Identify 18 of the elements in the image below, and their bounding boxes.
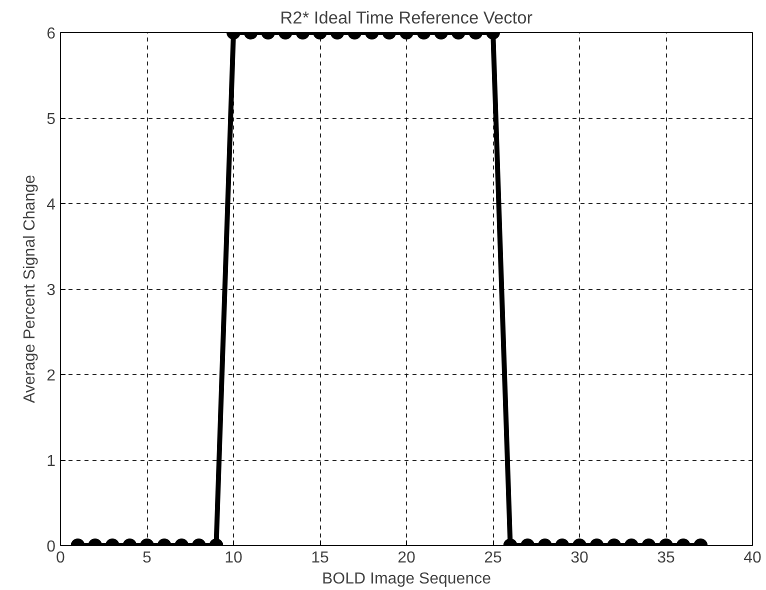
y-axis-title: Average Percent Signal Change xyxy=(22,174,39,404)
x-axis-title: BOLD Image Sequence xyxy=(322,570,492,588)
y-tick-label: 2 xyxy=(46,368,56,384)
x-tick-label: 35 xyxy=(657,550,675,566)
x-tick-label: 5 xyxy=(142,550,152,566)
x-tick-label: 20 xyxy=(398,550,416,566)
y-tick-label: 4 xyxy=(46,196,56,214)
y-tick-label: 6 xyxy=(46,26,56,42)
y-tick-label: 0 xyxy=(46,538,56,556)
y-tick-label: 3 xyxy=(46,282,56,299)
x-tick-label: 15 xyxy=(311,550,329,566)
chart-title: R2* Ideal Time Reference Vector xyxy=(280,8,533,28)
x-tick-label: 30 xyxy=(570,550,588,566)
y-tick-label: 1 xyxy=(46,453,56,470)
x-tick-label: 25 xyxy=(484,550,502,566)
x-tick-label: 40 xyxy=(744,550,762,566)
x-tick-label: 10 xyxy=(224,550,242,566)
y-tick-label: 5 xyxy=(46,111,56,128)
